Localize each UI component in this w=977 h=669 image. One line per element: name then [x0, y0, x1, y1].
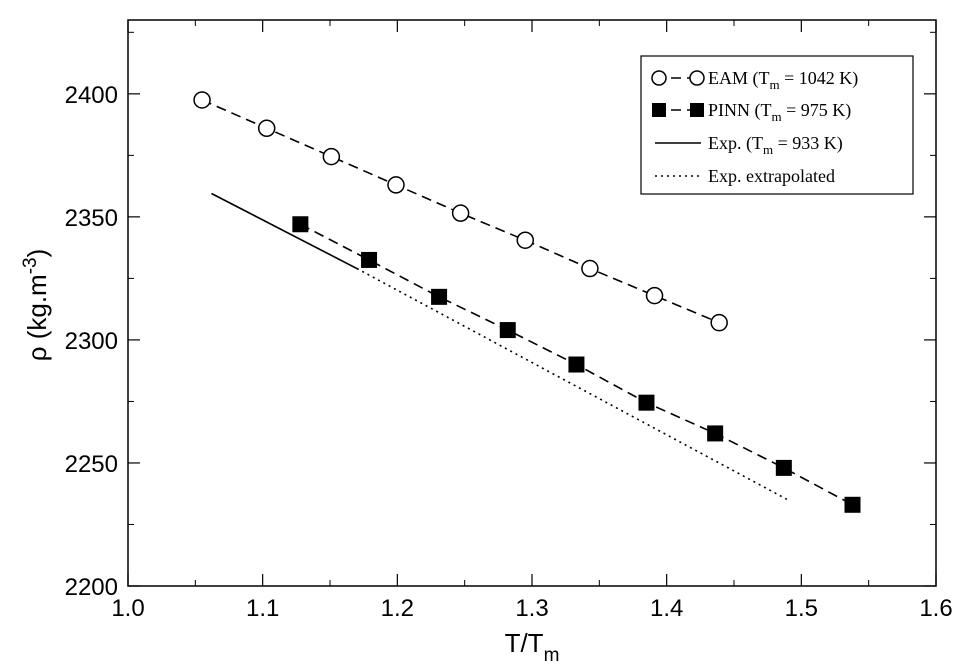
data-point-square [638, 394, 655, 411]
y-tick-label: 2250 [65, 451, 118, 478]
data-point-square [707, 425, 724, 442]
legend: EAM (Tm = 1042 K) PINN (Tm = 975 K) Exp. (… [640, 55, 914, 195]
y-tick-label: 2300 [65, 328, 118, 355]
data-point-square [775, 459, 792, 476]
y-tick-label: 2400 [65, 82, 118, 109]
y-axis-title: ρ (kg.m-3) [20, 249, 52, 362]
data-point-circle [451, 204, 470, 222]
x-tick-label: 1.6 [919, 595, 952, 622]
x-tick-label: 1.5 [785, 595, 818, 622]
data-point-circle [645, 286, 664, 305]
data-point-circle [387, 176, 405, 194]
data-point-square [361, 251, 378, 268]
legend-marker-circle [689, 70, 705, 86]
axis-ticks [127, 20, 937, 587]
legend-label-2: Exp. (Tm = 933 K) [708, 133, 843, 157]
legend-box [640, 55, 914, 195]
legend-label-1: PINN (Tm = 975 K) [708, 100, 851, 124]
x-tick-label: 1.0 [111, 595, 144, 622]
y-tick-label: 2200 [65, 574, 118, 601]
legend-marker-circle [651, 70, 667, 86]
data-point-square [431, 288, 448, 305]
x-axis-title-base: T/T [505, 628, 544, 658]
data-point-square [499, 322, 516, 339]
data-point-circle [581, 259, 599, 278]
series-line-0 [201, 99, 720, 324]
series-line-2 [211, 192, 358, 270]
legend-marker-square [690, 103, 704, 117]
data-point-circle [257, 119, 276, 138]
data-point-square [292, 216, 309, 233]
legend-items: EAM (Tm = 1042 K) PINN (Tm = 975 K) Exp. (… [651, 68, 858, 186]
y-tick-label: 2350 [65, 205, 118, 232]
legend-marker-square [652, 103, 666, 117]
y-axis-title-close: ) [22, 249, 52, 258]
y-tick-labels: 2200 2250 2300 2350 2400 [65, 82, 118, 601]
x-tick-label: 1.2 [381, 595, 414, 622]
x-tick-label: 1.3 [515, 595, 548, 622]
data-point-square [568, 356, 585, 373]
x-axis-title-sub: m [544, 645, 560, 666]
x-axis-title: T/Tm [505, 628, 560, 666]
legend-label-3: Exp. extrapolated [708, 166, 835, 186]
data-point-circle [193, 91, 211, 109]
data-point-circle [322, 147, 341, 166]
x-tick-label: 1.4 [650, 595, 683, 622]
x-tick-label: 1.1 [246, 595, 279, 622]
y-axis-title-sup: -3 [20, 257, 41, 274]
data-point-square [844, 496, 861, 513]
series-layer [193, 91, 861, 513]
y-axis-title-base: ρ (kg.m [22, 274, 52, 361]
legend-label-0: EAM (Tm = 1042 K) [708, 68, 858, 92]
x-tick-labels: 1.0 1.1 1.2 1.3 1.4 1.5 1.6 [111, 595, 952, 622]
data-point-circle [710, 313, 728, 332]
data-point-circle [516, 231, 535, 249]
